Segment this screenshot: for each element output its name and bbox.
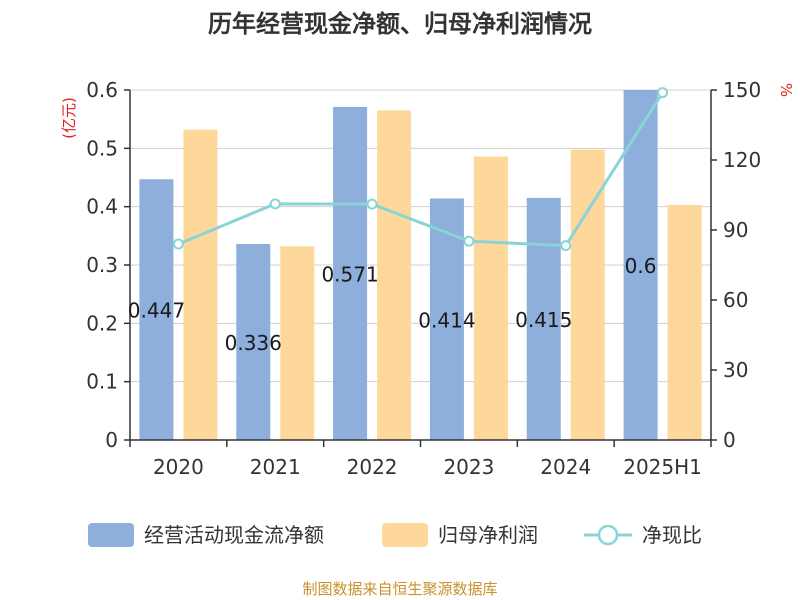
bar-profit [377, 110, 412, 441]
bars [139, 90, 702, 441]
x-tick-label: 2024 [540, 455, 591, 479]
bar-cashflow [139, 179, 174, 440]
bar-profit [473, 156, 508, 440]
bar-cashflow [623, 90, 658, 440]
right-tick-label: 30 [723, 358, 748, 382]
x-tick-label: 2021 [250, 455, 301, 479]
ratio-line [172, 87, 669, 252]
legend: 经营活动现金流净额 归母净利润 净现比 [88, 523, 702, 547]
right-tick-label: 60 [723, 288, 748, 312]
bar-value-label: 0.6 [625, 254, 657, 278]
bar-profit [280, 246, 315, 440]
grid [130, 89, 711, 383]
x-tick-label: 2025H1 [623, 455, 702, 479]
bar-value-label: 0.447 [128, 299, 185, 323]
ratio-point [366, 198, 378, 210]
x-tick-label: 2023 [443, 455, 494, 479]
x-tick-label: 2022 [347, 455, 398, 479]
bar-profit [183, 129, 218, 440]
bar-profit [667, 204, 702, 440]
bar-value-label: 0.336 [225, 331, 282, 355]
ratio-point [463, 235, 475, 247]
bar-profit [570, 149, 605, 440]
ratio-point [560, 240, 572, 252]
ratio-point [657, 87, 669, 99]
chart-title: 历年经营现金净额、归母净利润情况 [208, 10, 592, 38]
ratio-polyline [177, 91, 664, 248]
right-tick-label: 150 [723, 78, 761, 102]
left-tick-label: 0.6 [86, 78, 118, 102]
ratio-point [172, 238, 184, 250]
left-tick-label: 0.2 [86, 311, 118, 335]
right-tick-label: 120 [723, 148, 761, 172]
left-axis-unit: (亿元) [60, 97, 78, 139]
legend-label-cashflow: 经营活动现金流净额 [144, 523, 324, 547]
legend-label-ratio: 净现比 [642, 523, 702, 547]
data-labels: 0.447 0.336 0.571 0.414 0.415 0.6 [128, 254, 657, 355]
bar-cashflow [526, 197, 561, 440]
left-tick-label: 0.1 [86, 370, 118, 394]
axes: 0 0.1 0.2 0.3 0.4 0.5 0.6 0 30 60 90 120 150 2020 2021… [86, 78, 761, 479]
bar-value-label: 0.414 [418, 308, 475, 332]
left-tick-label: 0 [105, 428, 118, 452]
right-tick-label: 0 [723, 428, 736, 452]
bar-cashflow [429, 198, 464, 440]
legend-label-profit: 归母净利润 [438, 523, 538, 547]
legend-marker-ratio [597, 524, 619, 546]
source-note: 制图数据来自恒生聚源数据库 [302, 580, 497, 598]
left-tick-label: 0.4 [86, 195, 118, 219]
legend-swatch-profit [382, 523, 428, 547]
right-tick-label: 90 [723, 218, 748, 242]
bar-cashflow [236, 244, 271, 440]
right-axis-unit: % [777, 83, 795, 97]
legend-swatch-cashflow [88, 523, 134, 547]
left-tick-label: 0.5 [86, 136, 118, 160]
x-tick-label: 2020 [153, 455, 204, 479]
bar-value-label: 0.571 [321, 262, 378, 286]
left-tick-label: 0.3 [86, 253, 118, 277]
bar-value-label: 0.415 [515, 308, 572, 332]
bar-cashflow [333, 106, 368, 441]
ratio-point [269, 198, 281, 210]
